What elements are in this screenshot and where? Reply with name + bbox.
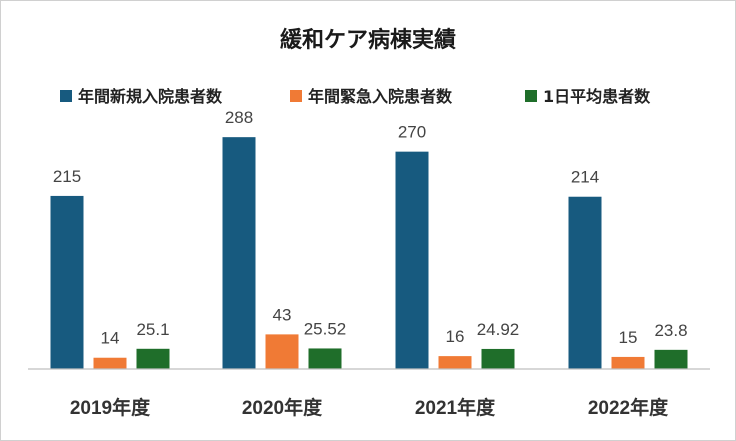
bar-1-3 xyxy=(611,356,645,369)
category-label-1: 2020年度 xyxy=(242,396,323,419)
legend-swatch-1 xyxy=(290,90,302,102)
value-label-2-1: 25.52 xyxy=(304,319,347,338)
legend: 年間新規入院患者数 年間緊急入院患者数 1日平均患者数 xyxy=(60,87,651,106)
value-label-0-1: 288 xyxy=(225,108,253,127)
bar-2-0 xyxy=(136,348,170,369)
value-label-0-3: 214 xyxy=(571,168,599,187)
bar-2-1 xyxy=(308,348,342,369)
value-label-2-0: 25.1 xyxy=(136,320,169,339)
value-label-2-2: 24.92 xyxy=(477,320,520,339)
bar-1-1 xyxy=(265,334,299,369)
bar-0-2 xyxy=(395,151,429,369)
value-labels: 215 14 25.1 288 43 25.52 270 16 24.92 214 15 23.8 xyxy=(53,108,688,348)
value-label-1-3: 15 xyxy=(619,328,638,347)
value-label-1-1: 43 xyxy=(273,305,292,324)
value-label-0-2: 270 xyxy=(398,123,426,142)
legend-label-1: 年間緊急入院患者数 xyxy=(308,87,453,106)
value-label-0-0: 215 xyxy=(53,167,81,186)
bar-0-1 xyxy=(222,137,256,369)
bar-2-3 xyxy=(654,349,688,369)
legend-label-2: 1日平均患者数 xyxy=(543,87,651,106)
bar-1-2 xyxy=(438,356,472,369)
legend-swatch-2 xyxy=(525,90,537,102)
bar-1-0 xyxy=(93,357,127,369)
category-label-0: 2019年度 xyxy=(70,396,151,419)
legend-swatch-0 xyxy=(60,90,72,102)
bar-0-3 xyxy=(568,196,602,369)
bars xyxy=(50,137,688,369)
value-label-1-0: 14 xyxy=(101,329,120,348)
category-label-2: 2021年度 xyxy=(415,396,496,419)
bar-2-2 xyxy=(481,348,515,369)
chart-title: 緩和ケア病棟実績 xyxy=(280,27,456,53)
legend-label-0: 年間新規入院患者数 xyxy=(78,87,223,106)
value-label-1-2: 16 xyxy=(446,327,465,346)
bar-0-0 xyxy=(50,195,84,369)
category-labels: 2019年度 2020年度 2021年度 2022年度 xyxy=(70,396,669,419)
category-label-3: 2022年度 xyxy=(588,396,669,419)
value-label-2-3: 23.8 xyxy=(654,321,687,340)
